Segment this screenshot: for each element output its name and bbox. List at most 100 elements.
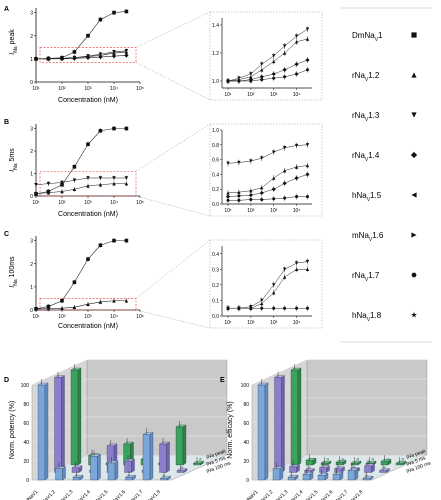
data-point: [237, 190, 241, 194]
data-point: [98, 243, 103, 248]
marker-triangle-down: [260, 298, 264, 303]
y-tick-label: 2: [30, 262, 33, 268]
bar-top: [395, 460, 407, 464]
x-tick-label: 10³: [84, 200, 92, 206]
data-point: [410, 151, 418, 159]
marker-triangle-down: [282, 146, 287, 150]
inset-frame: [209, 11, 323, 101]
data-point: [124, 126, 129, 131]
data-point: [112, 238, 116, 243]
category-label: rNaV1.8: [145, 489, 162, 500]
category-label: hNaV1.5: [91, 489, 109, 500]
x-tick-label: 10⁴: [110, 314, 118, 320]
marker-hexagon: [282, 75, 287, 79]
x-tick-label: 10⁵: [136, 314, 144, 320]
data-point: [272, 283, 276, 287]
inset-frame: [209, 123, 323, 217]
marker-square: [112, 238, 116, 243]
x-tick-label: 10¹: [224, 208, 232, 214]
zoom-connector: [135, 11, 211, 48]
marker-square: [98, 17, 103, 22]
y-tick-label: 0.8: [212, 143, 219, 149]
bar-top: [193, 460, 204, 464]
marker-diamond: [410, 151, 418, 159]
data-point: [305, 195, 310, 199]
series-line: [227, 144, 308, 164]
bar-front: [274, 377, 282, 473]
y-tick-label: 1.0: [212, 128, 219, 134]
data-point: [248, 193, 253, 198]
y-tick-label: 1.4: [212, 23, 219, 29]
marker-triangle-up: [34, 307, 38, 311]
x-axis-title: Concentration (nM): [58, 97, 118, 104]
marker-hexagon: [282, 306, 287, 310]
legend-label-sub: V: [375, 37, 379, 43]
data-point: [46, 307, 51, 311]
y-tick-label: 1.0: [212, 79, 219, 85]
data-point: [112, 181, 116, 186]
bar-front: [70, 369, 79, 466]
data-point: [294, 165, 299, 169]
bar-top: [106, 443, 118, 447]
data-point: [225, 194, 231, 199]
bar-front: [347, 470, 356, 481]
bar-top: [125, 474, 136, 478]
marker-triangle-down: [60, 180, 64, 185]
marker-triangle-down: [294, 34, 299, 38]
y-axis-title: INa peak: [9, 29, 19, 55]
marker-hexagon: [305, 306, 310, 310]
data-point: [60, 298, 64, 303]
bar-front: [72, 476, 81, 481]
floor-tile: [364, 474, 368, 478]
x-tick-label: 10⁴: [293, 208, 301, 214]
data-point: [124, 9, 129, 14]
marker-diamond: [225, 194, 231, 199]
bar-front: [317, 475, 326, 481]
marker-triangle-down: [411, 112, 417, 118]
y-axis-title-d: Norm. potency (%): [9, 401, 16, 459]
x-tick-label: 10³: [270, 320, 278, 326]
y-axis-title-sub: Na: [13, 46, 19, 53]
marker-triangle-up: [260, 301, 264, 306]
legend-label-post: 1.6: [372, 231, 384, 240]
data-point: [305, 143, 310, 147]
bar-top: [334, 466, 345, 469]
data-point: [282, 306, 287, 310]
data-point: [282, 75, 287, 79]
bar-top: [290, 367, 302, 371]
legend-label-sub: V: [369, 237, 373, 243]
panel-A-main: 0 1 2 3 10¹ 10² 10³ 10⁴ 10⁵: [30, 8, 144, 92]
bar-front: [379, 470, 387, 473]
y-tick-label: 20: [23, 459, 29, 465]
marker-square: [124, 238, 129, 243]
marker-triangle-up: [294, 40, 299, 44]
y-tick-label: 0.0: [212, 202, 219, 208]
bar-front: [319, 467, 327, 473]
y-axis-title: INa 100ms: [9, 256, 19, 288]
data-point: [294, 176, 299, 181]
bar-side: [44, 382, 49, 481]
data-point: [112, 126, 116, 131]
data-point: [86, 302, 90, 307]
legend-label-sub: V: [365, 157, 369, 163]
data-point: [282, 67, 287, 72]
marker-square: [86, 142, 90, 147]
bar-front: [335, 461, 344, 466]
data-point: [260, 78, 264, 82]
legend-label-post: 1.3: [368, 111, 380, 120]
marker-triangle-up: [260, 186, 264, 190]
zoom-connector: [135, 62, 211, 101]
marker-triangle-up: [98, 182, 103, 187]
legend-label: rNaV1.4: [352, 151, 380, 163]
legend-label: mNaV1.6: [352, 231, 384, 243]
data-point: [260, 198, 264, 202]
zoom-box: [39, 170, 137, 197]
data-point: [411, 232, 417, 238]
y-tick-label: 0: [246, 478, 249, 484]
marker-triangle-up: [98, 300, 103, 304]
marker-triangle-down: [282, 44, 287, 48]
data-point: [272, 76, 276, 80]
bar-side: [149, 432, 154, 481]
bar-top: [37, 382, 49, 386]
bar-top: [257, 382, 269, 386]
